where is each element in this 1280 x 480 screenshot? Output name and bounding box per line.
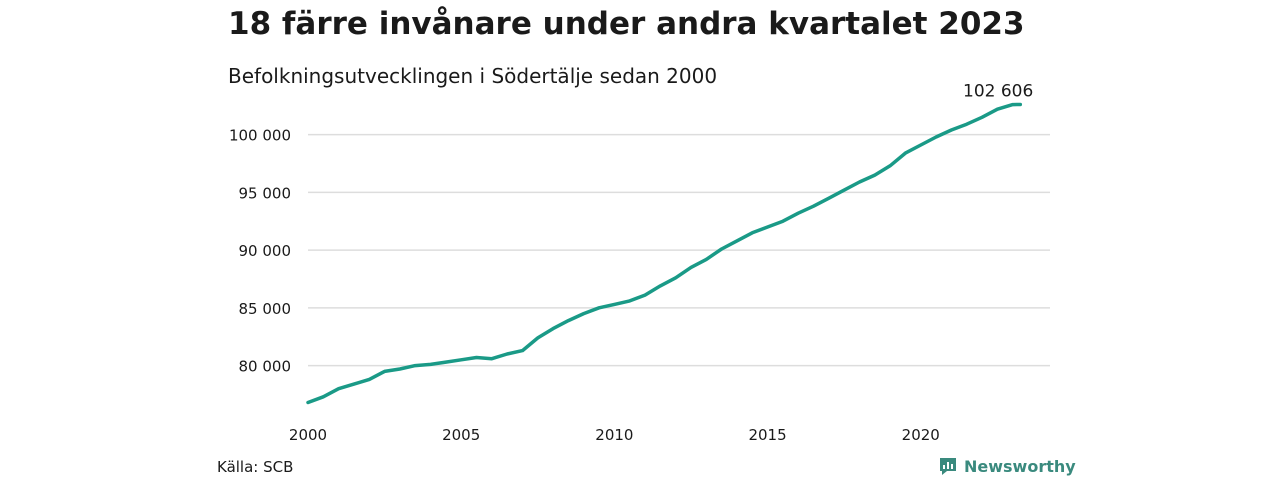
grid-lines — [308, 133, 1050, 367]
x-tick-label: 2005 — [442, 426, 480, 444]
y-axis-labels: 80 000 85 000 90 000 95 000 100 000 — [229, 127, 291, 376]
chart-title: 18 färre invånare under andra kvartalet … — [228, 6, 1025, 42]
y-tick-label: 95 000 — [239, 184, 292, 202]
series-layer — [306, 102, 1023, 405]
source-note: Källa: SCB — [217, 458, 294, 476]
x-tick-label: 2000 — [289, 426, 327, 444]
brand-name: Newsworthy — [964, 456, 1076, 476]
chart-subtitle: Befolkningsutvecklingen i Södertälje sed… — [228, 64, 718, 88]
x-tick-label: 2015 — [748, 426, 786, 444]
series-line — [306, 102, 1023, 405]
x-axis-labels: 2000 2005 2010 2015 2020 — [289, 426, 940, 444]
y-tick-label: 90 000 — [239, 242, 292, 260]
x-tick-label: 2010 — [595, 426, 633, 444]
x-tick-label: 2020 — [902, 426, 940, 444]
annotation-layer: 102 606 — [963, 82, 1033, 102]
y-tick-label: 100 000 — [229, 127, 291, 145]
newsworthy-logo-icon — [940, 458, 956, 475]
y-tick-label: 80 000 — [239, 358, 292, 376]
end-value-label: 102 606 — [963, 82, 1033, 102]
y-tick-label: 85 000 — [239, 300, 292, 318]
brand-logo[interactable]: Newsworthy — [938, 456, 1076, 476]
